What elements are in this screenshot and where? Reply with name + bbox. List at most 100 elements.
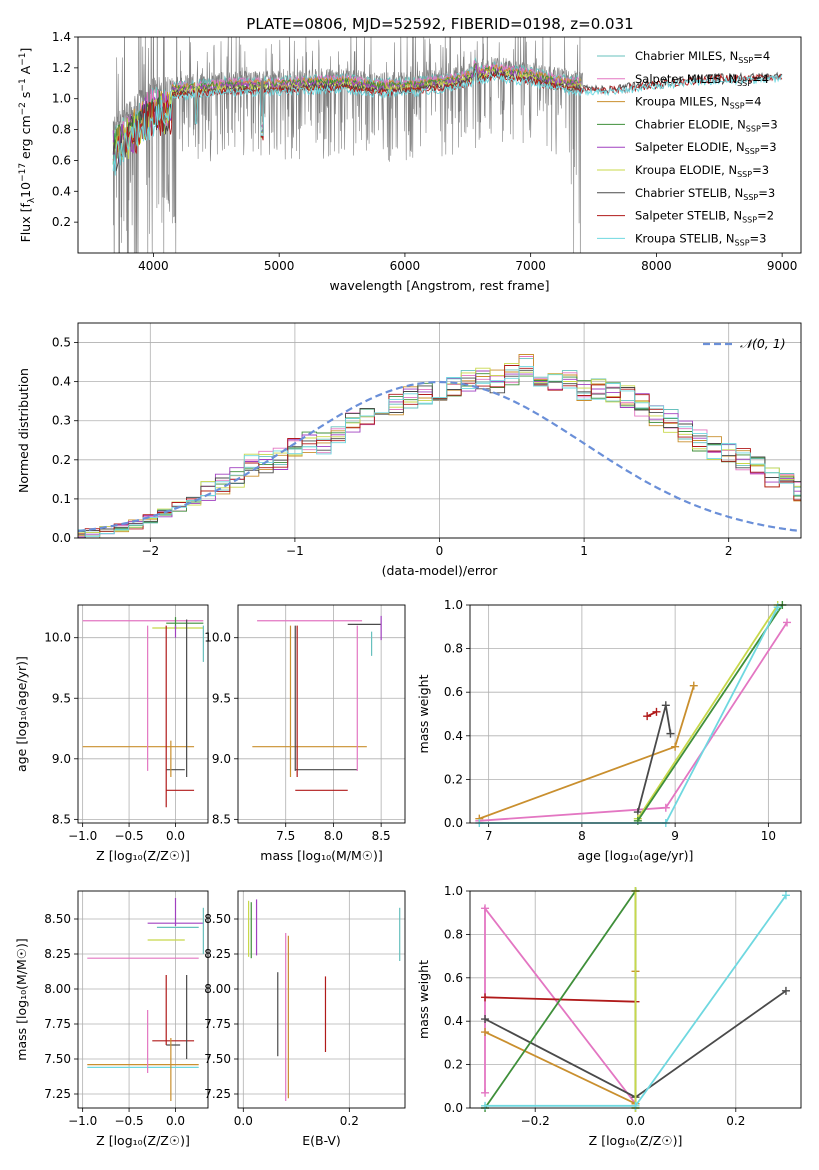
y-tick-label: 7.75 <box>44 1017 71 1031</box>
legend-separator: , N <box>721 163 737 177</box>
y-axis-label: mass weight <box>416 674 431 753</box>
x-tick-label: 7.5 <box>276 829 295 843</box>
x-tick-label: 0.0 <box>166 829 185 843</box>
x-tick-label: 9000 <box>767 259 798 273</box>
y-tick-label: 9.0 <box>212 752 231 766</box>
legend-equals: = <box>752 163 762 177</box>
y-axis-label-part: −2 <box>18 102 28 115</box>
mass-weight-marker <box>671 742 680 751</box>
axes-frame <box>469 890 802 1109</box>
y-tick-label: 0.2 <box>52 453 71 467</box>
legend-series-name: Kroupa MILES <box>635 95 714 109</box>
x-axis-label: age [log₁₀(age/yr)] <box>578 848 694 863</box>
legend-nssp: 3 <box>762 163 769 177</box>
y-tick-label: 0.3 <box>52 414 71 428</box>
mass-weight-marker <box>661 701 670 710</box>
x-tick-label: 9 <box>671 829 679 843</box>
y-axis-label-part: Flux [f <box>18 203 33 243</box>
mass-weight-marker <box>631 1101 640 1110</box>
legend-equals: = <box>745 95 755 109</box>
y-tick-label: 0.2 <box>444 772 463 786</box>
axes-frame <box>237 604 406 824</box>
y-tick-label: 0.0 <box>52 531 71 545</box>
x-tick-label: 0 <box>436 544 444 558</box>
plot-area <box>112 37 783 253</box>
legend-label-8: Salpeter STELIB, NSSP=2 <box>635 209 774 225</box>
model-line-9 <box>112 69 783 176</box>
x-tick-label: 0.0 <box>166 1114 185 1128</box>
legend-subscript: SSP <box>738 56 753 65</box>
legend-series-name: Chabrier MILES <box>635 49 722 63</box>
legend-separator: , N <box>721 72 737 86</box>
age-vs-mass-panel: 7.5 8.0 8.5 8.5 9.0 9.5 10.0 mass [log₁₀(M/M☉)] <box>204 604 406 863</box>
y-tick-label: 8.00 <box>44 982 71 996</box>
legend-subscript: SSP <box>735 238 750 247</box>
axes-frame <box>77 890 209 1109</box>
x-tick-label: −1 <box>286 544 304 558</box>
y-tick-label: 7.50 <box>44 1052 71 1066</box>
y-tick-label: 8.50 <box>44 912 71 926</box>
y-tick-label: 0.2 <box>444 1058 463 1072</box>
y-tick-label: 0.8 <box>444 927 463 941</box>
y-axis-label: Normed distribution <box>16 368 31 493</box>
legend-nssp: 2 <box>767 209 774 223</box>
legend-equals: = <box>761 117 771 131</box>
y-axis-label: age [log₁₀(age/yr)] <box>14 656 29 772</box>
x-tick-label: 2 <box>725 544 733 558</box>
y-axis-label: Flux [fλ10−17 erg cm−2 s−1 A−1] <box>18 48 37 243</box>
legend-nssp: 3 <box>768 186 775 200</box>
legend-label-5: Salpeter ELODIE, NSSP=3 <box>635 140 777 156</box>
y-tick-label: 9.0 <box>52 752 71 766</box>
legend-subscript: SSP <box>742 216 757 225</box>
x-tick-label: 10 <box>761 829 776 843</box>
x-tick-label: 7000 <box>515 259 546 273</box>
axes-frame <box>237 890 406 1109</box>
y-tick-label: 8.00 <box>204 982 231 996</box>
x-axis-label: wavelength [Angstrom, rest frame] <box>329 278 549 293</box>
y-tick-label: 0.2 <box>52 215 71 229</box>
y-axis-label-part: −17 <box>18 163 28 182</box>
legend-separator: , N <box>714 95 730 109</box>
legend-subscript: SSP <box>730 102 745 111</box>
x-tick-label: 0.0 <box>626 1114 645 1128</box>
mass-weight-marker <box>773 603 782 612</box>
legend-series-name: Chabrier STELIB <box>635 186 727 200</box>
age-vs-metallicity-panel: −1.0 −0.5 0.0 8.5 9.0 9.5 10.0 Z [log₁₀(Z/Z☉)] a… <box>14 604 209 863</box>
x-tick-label: −1.0 <box>68 1114 97 1128</box>
y-tick-label: 7.50 <box>204 1052 231 1066</box>
legend-equals: = <box>758 186 768 200</box>
mass-weight-line-2 <box>484 971 637 1106</box>
x-tick-label: −2 <box>141 544 159 558</box>
y-tick-label: 0.6 <box>444 971 463 985</box>
y-axis-label: mass [log₁₀(M/M☉)] <box>14 938 29 1060</box>
legend-label-3: Kroupa MILES, NSSP=4 <box>635 95 762 111</box>
y-tick-label: 8.5 <box>52 812 71 826</box>
legend-series-name: Salpeter MILES <box>635 72 721 86</box>
y-tick-label: 0.1 <box>52 492 71 506</box>
legend-separator: , N <box>729 140 745 154</box>
legend-separator: , N <box>722 49 738 63</box>
legend-subscript: SSP <box>745 147 760 156</box>
y-axis-label-part: erg cm <box>18 115 33 163</box>
legend-label-6: Kroupa ELODIE, NSSP=3 <box>635 163 769 179</box>
mass-weight-marker <box>781 891 790 900</box>
mass-weight-line-6 <box>637 604 784 822</box>
x-tick-label: 1 <box>580 544 588 558</box>
histogram-series-9 <box>78 365 801 537</box>
x-tick-label: 8.0 <box>324 829 343 843</box>
y-tick-label: 8.25 <box>204 947 231 961</box>
legend-nssp: 3 <box>769 140 776 154</box>
y-axis-label-part: 10 <box>18 182 33 198</box>
mass-weight-marker <box>481 1028 490 1037</box>
mass-weight-line-5 <box>637 604 779 820</box>
legend-nssp: 4 <box>762 72 769 86</box>
legend-label-1: Chabrier MILES, NSSP=4 <box>635 49 770 65</box>
y-tick-label: 0.4 <box>52 375 71 389</box>
mass-weight-line-7 <box>479 606 779 824</box>
legend-nssp: 4 <box>754 95 761 109</box>
y-tick-label: 9.5 <box>212 691 231 705</box>
x-tick-label: −1.0 <box>68 829 97 843</box>
y-tick-label: 0.4 <box>444 729 463 743</box>
spectrum-panel: 4000 5000 6000 7000 8000 9000 0.2 0.4 0.6 0.8 1.0 1… <box>18 30 802 293</box>
y-tick-label: 1.0 <box>444 884 463 898</box>
